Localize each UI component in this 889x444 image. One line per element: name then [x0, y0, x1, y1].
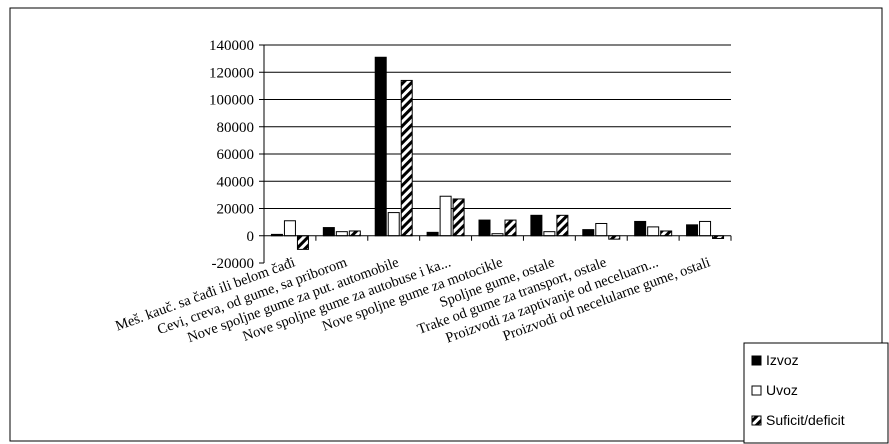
legend-swatch	[751, 355, 762, 366]
y-tick-label: 0	[247, 229, 255, 245]
legend-box	[743, 342, 889, 444]
y-tick-label: 60000	[217, 147, 255, 163]
y-tick-label: -20000	[212, 256, 255, 272]
bar-suficit-deficit	[400, 79, 413, 237]
y-tick-label: 80000	[217, 120, 255, 136]
bar-izvoz	[478, 219, 491, 237]
axes	[259, 44, 732, 264]
bar-uvoz	[283, 220, 296, 237]
bar-suficit-deficit	[504, 219, 517, 237]
bar-izvoz	[426, 231, 439, 237]
bar-uvoz	[335, 231, 348, 237]
bar-izvoz	[374, 56, 387, 237]
legend-swatch	[751, 415, 762, 426]
bar-izvoz	[634, 220, 647, 237]
bar-suficit-deficit	[296, 235, 309, 250]
bar-izvoz	[530, 214, 543, 237]
y-tick-label: 20000	[217, 202, 255, 218]
legend-label: Suficit/deficit	[766, 412, 845, 428]
bar-uvoz	[595, 222, 608, 237]
bar-izvoz	[582, 229, 595, 237]
bar-suficit-deficit	[556, 214, 569, 237]
grid-lines	[264, 44, 731, 209]
y-tick-label: 40000	[217, 174, 255, 190]
y-tick-labels: -20000 0 20000 40000 60000 80000 100000 120000 1…	[209, 38, 254, 272]
bar-uvoz	[387, 212, 400, 237]
bar-uvoz	[543, 231, 556, 237]
bar-suficit-deficit	[608, 235, 621, 240]
y-tick-label: 120000	[209, 65, 254, 81]
bar-uvoz	[647, 226, 660, 237]
legend-label: Izvoz	[766, 352, 799, 368]
y-tick-label: 100000	[209, 93, 254, 109]
legend-label: Uvoz	[766, 382, 798, 398]
bar-izvoz	[322, 227, 335, 237]
bar-izvoz	[686, 224, 699, 237]
bar-suficit-deficit	[660, 230, 673, 237]
bar-suficit-deficit	[348, 230, 361, 237]
y-tick-label: 140000	[209, 38, 254, 54]
bar-uvoz	[699, 220, 712, 237]
legend: Izvoz Uvoz Suficit/deficit	[743, 342, 889, 444]
legend-swatch	[751, 385, 762, 396]
bar-suficit-deficit	[452, 198, 465, 237]
bar-uvoz	[439, 195, 452, 237]
